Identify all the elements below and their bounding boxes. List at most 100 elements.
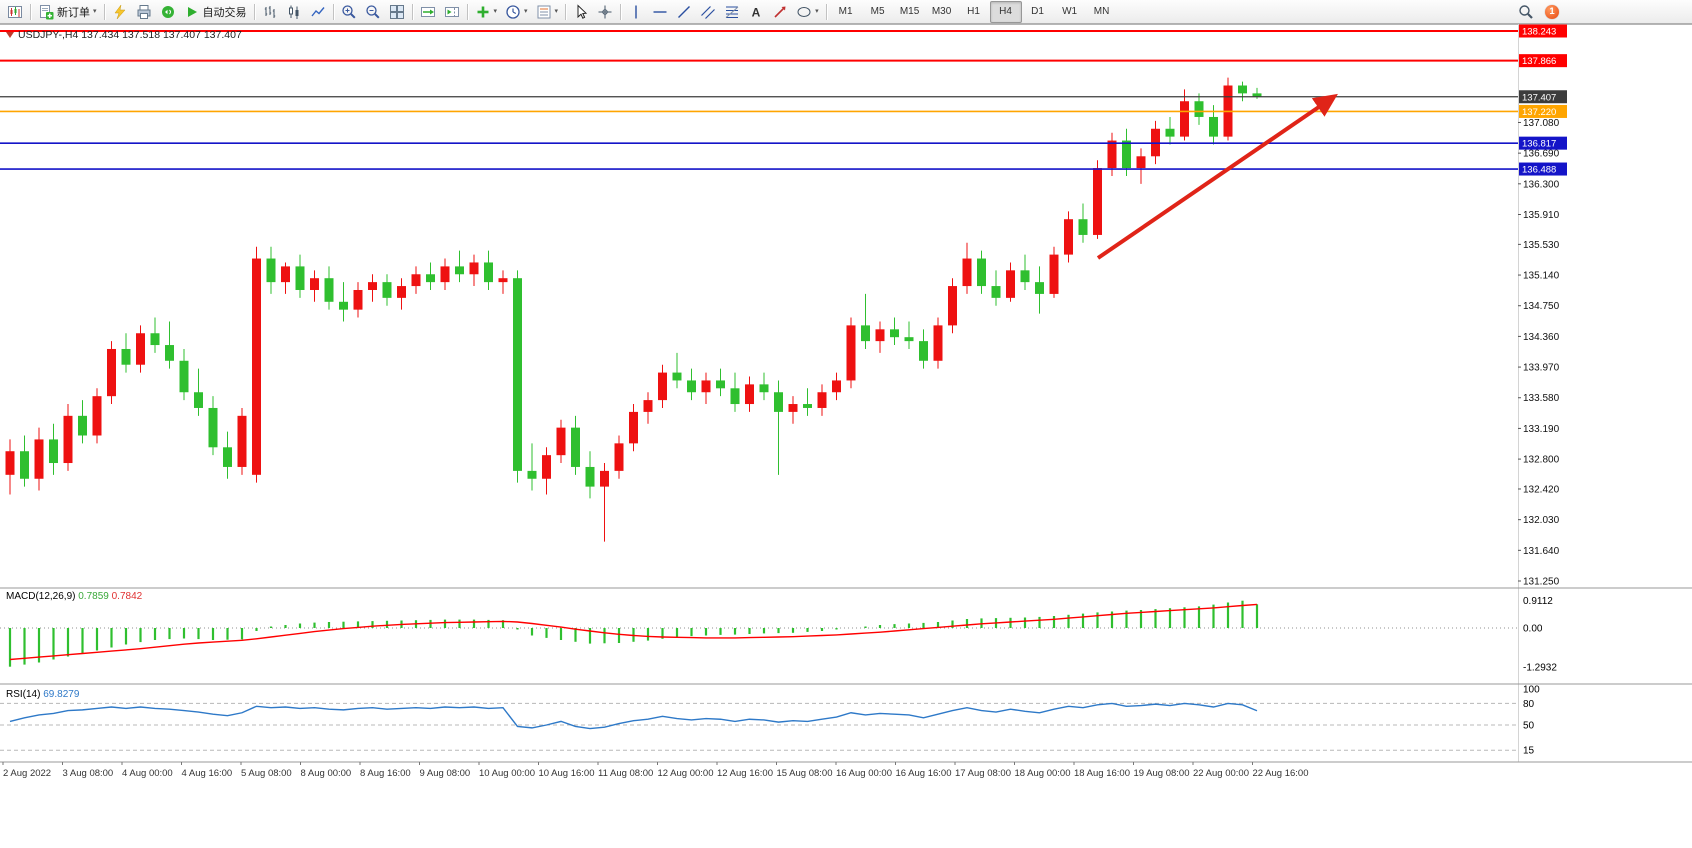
zoom-in-button[interactable] bbox=[337, 1, 361, 23]
time-axis-label: 18 Aug 00:00 bbox=[1015, 768, 1071, 779]
chart-window-button[interactable] bbox=[3, 1, 27, 23]
time-axis-label: 8 Aug 16:00 bbox=[360, 768, 411, 779]
candle-body bbox=[1136, 156, 1146, 169]
zoom-out-icon bbox=[365, 4, 381, 20]
shapes-icon bbox=[796, 4, 812, 20]
autotrading-button[interactable]: 自动交易 bbox=[180, 1, 251, 23]
tile-windows-button[interactable] bbox=[385, 1, 409, 23]
search-icon bbox=[1518, 4, 1534, 20]
candle-body bbox=[469, 262, 479, 275]
shapes-button[interactable]: ▾ bbox=[792, 1, 823, 23]
time-axis-label: 22 Aug 00:00 bbox=[1193, 768, 1249, 779]
toolbar-divider bbox=[620, 3, 622, 20]
candle-body bbox=[962, 258, 972, 287]
price-axis-label: 131.250 bbox=[1523, 576, 1560, 587]
candle-body bbox=[34, 439, 44, 479]
price-axis-label: 134.360 bbox=[1523, 332, 1560, 343]
toolbar-divider bbox=[30, 3, 31, 20]
rsi-axis-label: 80 bbox=[1523, 699, 1535, 710]
timeframe-mn-button[interactable]: MN bbox=[1093, 6, 1110, 17]
line-icon bbox=[310, 4, 326, 20]
rsi-line bbox=[9, 702, 1258, 730]
crosshair-button[interactable] bbox=[593, 1, 617, 23]
price-axis-label: 134.750 bbox=[1523, 301, 1560, 312]
time-axis-label: 10 Aug 00:00 bbox=[479, 768, 535, 779]
candle-body bbox=[1093, 168, 1102, 235]
toolbar-divider bbox=[332, 3, 334, 20]
chartshift-icon bbox=[444, 4, 460, 20]
hline-icon bbox=[652, 4, 668, 20]
arrows-tool-button[interactable] bbox=[768, 1, 792, 23]
candle-body bbox=[165, 345, 174, 361]
toolbar-divider bbox=[565, 3, 567, 20]
print-icon bbox=[136, 4, 152, 20]
candle-body bbox=[295, 266, 305, 290]
fibonacci-button[interactable] bbox=[720, 1, 744, 23]
time-axis-label: 4 Aug 00:00 bbox=[122, 768, 173, 779]
timeframe-m5-button[interactable]: M5 bbox=[870, 6, 885, 17]
price-tag-label: 137.866 bbox=[1522, 56, 1556, 67]
marketwatch-button[interactable] bbox=[108, 1, 132, 23]
candle-body bbox=[223, 447, 232, 467]
timeframe-m15-button[interactable]: M15 bbox=[899, 6, 920, 17]
candle-body bbox=[846, 325, 856, 381]
new-order-icon bbox=[38, 4, 54, 20]
periods-button[interactable]: ▾ bbox=[501, 1, 532, 23]
vertical-line-button[interactable] bbox=[624, 1, 648, 23]
channel-button[interactable] bbox=[696, 1, 720, 23]
price-tag-label: 137.407 bbox=[1522, 92, 1556, 103]
timeframe-h4-button[interactable]: H4 bbox=[989, 0, 1022, 23]
zoom-out-button[interactable] bbox=[361, 1, 385, 23]
chevron-down-icon: ▾ bbox=[93, 8, 97, 15]
timeframe-m30-button[interactable]: M30 bbox=[931, 6, 952, 17]
candle-body bbox=[281, 266, 290, 283]
toolbar-divider bbox=[825, 3, 827, 20]
candle-body bbox=[643, 400, 653, 412]
data-window-button[interactable] bbox=[132, 1, 156, 23]
bar-chart-button[interactable] bbox=[258, 1, 282, 23]
price-chart[interactable]: 137.080 136.690 136.300 135.910 135.530 135.1… bbox=[0, 24, 1692, 848]
auto-scroll-button[interactable] bbox=[416, 1, 440, 23]
timeframe-m1-button[interactable]: M1 bbox=[838, 6, 853, 17]
candlestick-chart-button[interactable] bbox=[282, 1, 306, 23]
candles-icon bbox=[286, 4, 302, 20]
timeframe-h1-button[interactable]: H1 bbox=[967, 6, 980, 17]
time-axis-label: 16 Aug 00:00 bbox=[836, 768, 892, 779]
timeframe-w1-button[interactable]: W1 bbox=[1062, 6, 1078, 17]
chart-shift-button[interactable] bbox=[440, 1, 464, 23]
cursor-button[interactable] bbox=[569, 1, 593, 23]
navigator-button[interactable] bbox=[156, 1, 180, 23]
text-tool-button[interactable]: A bbox=[744, 1, 768, 23]
candle-body bbox=[527, 470, 537, 479]
time-axis-label: 18 Aug 16:00 bbox=[1074, 768, 1130, 779]
candle-body bbox=[440, 266, 450, 283]
indicators-button[interactable]: ▾ bbox=[471, 1, 502, 23]
time-axis-label: 9 Aug 08:00 bbox=[420, 768, 471, 779]
candle-body bbox=[556, 427, 566, 456]
candle-body bbox=[658, 372, 667, 401]
candle-body bbox=[455, 266, 464, 275]
price-tag bbox=[1519, 90, 1567, 104]
candle-body bbox=[933, 325, 943, 361]
rsi-axis-label: 15 bbox=[1523, 746, 1535, 757]
trend-arrow[interactable] bbox=[1096, 93, 1338, 260]
notification-badge[interactable]: 1 bbox=[1545, 4, 1559, 19]
trendline-button[interactable] bbox=[672, 1, 696, 23]
horizontal-line-button[interactable] bbox=[648, 1, 672, 23]
time-axis-label: 4 Aug 16:00 bbox=[182, 768, 233, 779]
line-chart-button[interactable] bbox=[306, 1, 330, 23]
search-button[interactable] bbox=[1514, 1, 1538, 23]
price-tag-label: 136.488 bbox=[1522, 165, 1556, 176]
new-order-button[interactable]: 新订单 ▾ bbox=[34, 1, 101, 23]
candle-body bbox=[179, 360, 189, 393]
candle-body bbox=[426, 274, 435, 283]
macd-signal-line bbox=[9, 603, 1258, 661]
chevron-down-icon: ▾ bbox=[493, 8, 498, 15]
candle-body bbox=[266, 258, 276, 283]
timeframe-d1-button[interactable]: D1 bbox=[1031, 6, 1044, 17]
time-axis-label: 8 Aug 00:00 bbox=[301, 768, 352, 779]
templates-button[interactable]: ▾ bbox=[532, 1, 563, 23]
candle-body bbox=[774, 392, 783, 412]
candle-body bbox=[614, 443, 624, 471]
price-tag bbox=[1519, 162, 1567, 176]
